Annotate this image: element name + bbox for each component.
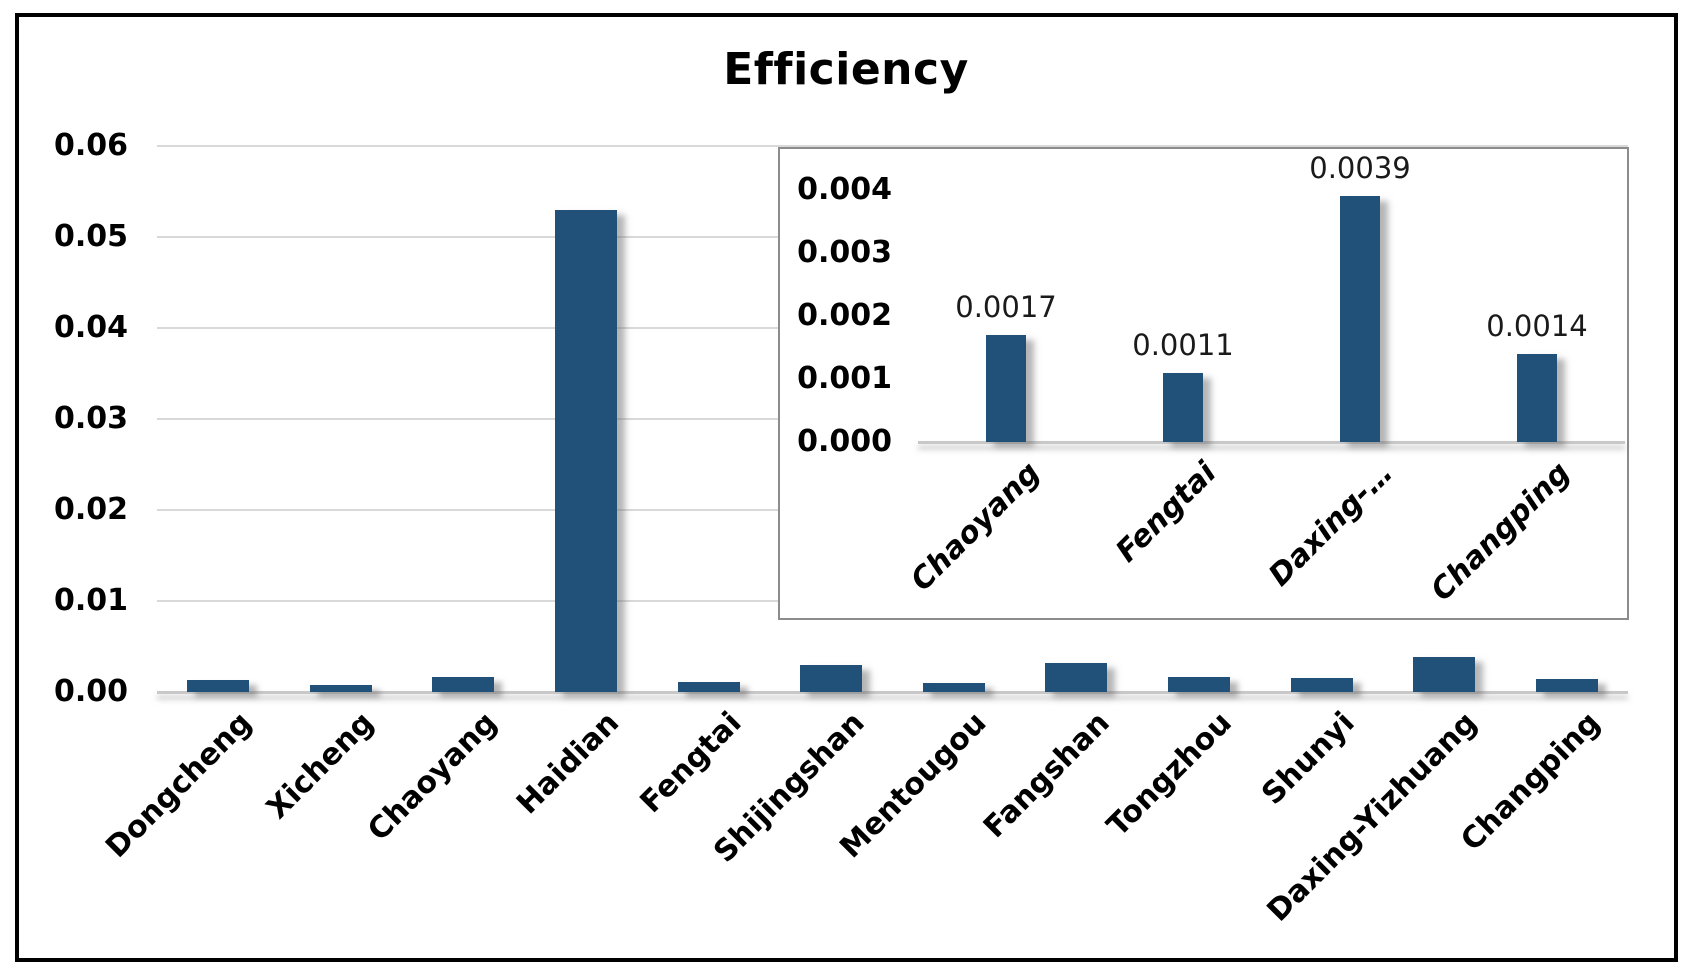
inset-bar-fengtai [1163, 373, 1203, 442]
main-bar-fangshan [1045, 663, 1107, 692]
main-ytick-0-00: 0.00 [53, 674, 128, 709]
inset-bar-value-daxing: 0.0039 [1309, 151, 1411, 185]
inset-ytick-0-004: 0.004 [797, 172, 892, 207]
main-bar-tongzhou [1168, 677, 1230, 692]
main-gridline-0-06 [157, 145, 1628, 147]
main-bar-xicheng [310, 685, 372, 692]
inset-bar-changping [1517, 354, 1557, 442]
main-bar-daxing-yizhuang [1413, 657, 1475, 692]
chart-title: Efficiency [723, 44, 969, 95]
main-xlabel-haidian: Haidian [510, 705, 627, 822]
main-ytick-0-03: 0.03 [53, 401, 128, 436]
inset-bar-daxing [1340, 196, 1380, 442]
main-ytick-0-05: 0.05 [53, 219, 128, 254]
main-ytick-0-02: 0.02 [53, 492, 128, 527]
main-ytick-0-04: 0.04 [53, 310, 128, 345]
main-bar-chaoyang [432, 677, 494, 692]
inset-chart: 0.000 0.001 0.002 0.003 0.004 Chaoyang 0.0017 F… [778, 147, 1629, 620]
inset-xlabel-chaoyang: Chaoyang [903, 455, 1047, 599]
main-bar-shijingshan [800, 665, 862, 692]
main-xlabel-xicheng: Xicheng [260, 705, 381, 827]
main-xlabel-daxing-yizhuang: Daxing-Yizhuang [1260, 705, 1485, 929]
main-bar-haidian [555, 210, 617, 692]
main-xlabel-shunyi: Shunyi [1255, 705, 1362, 812]
main-xlabel-fangshan: Fangshan [976, 705, 1117, 846]
inset-ytick-0-003: 0.003 [797, 235, 892, 270]
main-xlabel-fengtai: Fengtai [633, 705, 749, 821]
inset-ytick-0-001: 0.001 [797, 361, 892, 396]
main-ytick-0-01: 0.01 [53, 583, 128, 618]
main-xlabel-tongzhou: Tongzhou [1100, 705, 1240, 844]
inset-xlabel-daxing: Daxing-… [1261, 455, 1400, 594]
inset-ytick-0-000: 0.000 [797, 424, 892, 459]
inset-chart-plot-area: 0.000 0.001 0.002 0.003 0.004 Chaoyang 0.0017 F… [780, 149, 1627, 618]
inset-bar-value-fengtai: 0.0011 [1132, 328, 1234, 362]
inset-x-axis-line [918, 441, 1625, 444]
main-xlabel-dongcheng: Dongcheng [98, 705, 259, 865]
main-bar-dongcheng [187, 680, 249, 692]
inset-bar-value-changping: 0.0014 [1486, 309, 1588, 343]
inset-bar-value-chaoyang: 0.0017 [955, 290, 1057, 324]
inset-ytick-0-002: 0.002 [797, 298, 892, 333]
main-bar-shunyi [1291, 678, 1353, 692]
main-bar-fengtai [678, 682, 740, 692]
inset-xlabel-changping: Changping [1423, 455, 1577, 609]
inset-xlabel-fengtai: Fengtai [1109, 455, 1224, 570]
main-bar-mentougou [923, 683, 985, 692]
main-x-axis-line [157, 691, 1628, 694]
inset-bar-chaoyang [986, 335, 1026, 442]
main-ytick-0-06: 0.06 [53, 128, 128, 163]
main-bar-changping [1536, 679, 1598, 692]
main-xlabel-chaoyang: Chaoyang [360, 705, 504, 849]
